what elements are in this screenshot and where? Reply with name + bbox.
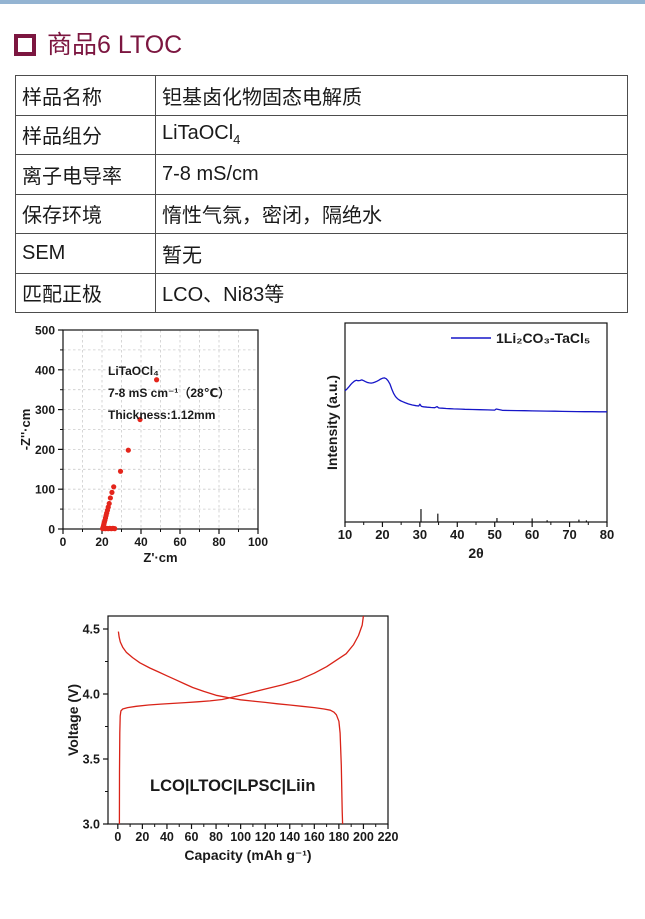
svg-text:60: 60 xyxy=(173,535,187,549)
svg-text:LiTaOCl₄: LiTaOCl₄ xyxy=(108,364,159,378)
row-label: 样品组分 xyxy=(15,114,156,155)
svg-text:1Li₂CO₃-TaCl₅: 1Li₂CO₃-TaCl₅ xyxy=(496,330,590,346)
svg-text:80: 80 xyxy=(209,830,223,844)
table-row: 匹配正极 LCO、Ni83等 xyxy=(15,272,628,313)
svg-text:3.0: 3.0 xyxy=(83,818,100,832)
svg-text:Intensity (a.u.): Intensity (a.u.) xyxy=(324,375,340,470)
table-row: 离子电导率 7-8 mS/cm xyxy=(15,154,628,195)
svg-text:500: 500 xyxy=(35,324,55,338)
title-bullet-icon xyxy=(14,33,36,56)
svg-text:100: 100 xyxy=(248,535,268,549)
svg-text:200: 200 xyxy=(353,830,374,844)
svg-text:400: 400 xyxy=(35,363,55,377)
svg-text:70: 70 xyxy=(562,527,576,542)
svg-text:200: 200 xyxy=(35,443,55,457)
svg-text:100: 100 xyxy=(35,483,55,497)
svg-text:7-8 mS cm⁻¹（28℃）: 7-8 mS cm⁻¹（28℃） xyxy=(108,385,230,400)
row-value: LiTaOCl4 xyxy=(155,114,628,155)
svg-text:Capacity (mAh g⁻¹): Capacity (mAh g⁻¹) xyxy=(184,847,311,863)
svg-text:40: 40 xyxy=(134,535,148,549)
svg-text:Thickness:1.12mm: Thickness:1.12mm xyxy=(108,408,215,422)
svg-text:300: 300 xyxy=(35,403,55,417)
nyquist-impedance-chart: 0 20 40 60 80 100 0 100 200 300 400 500 Z'·cm -Z''·cm… xyxy=(18,324,268,566)
row-label: 离子电导率 xyxy=(15,154,156,195)
charge-discharge-chart: 0 20 40 60 80 100 120 140 160 180 200 2203.03.54.04… xyxy=(65,615,399,863)
svg-text:140: 140 xyxy=(279,830,300,844)
row-value: 钽基卤化物固态电解质 xyxy=(155,75,628,116)
row-label: 匹配正极 xyxy=(15,272,156,313)
svg-text:10: 10 xyxy=(338,527,352,542)
svg-text:40: 40 xyxy=(450,527,464,542)
svg-text:0: 0 xyxy=(60,535,67,549)
row-value: 惰性气氛，密闭，隔绝水 xyxy=(155,193,628,234)
row-label: 保存环境 xyxy=(15,193,156,234)
svg-text:20: 20 xyxy=(95,535,109,549)
page-title: 商品6 LTOC xyxy=(47,31,183,59)
svg-text:4.0: 4.0 xyxy=(83,688,100,702)
table-row: 样品名称 钽基卤化物固态电解质 xyxy=(15,75,628,116)
svg-text:100: 100 xyxy=(230,830,251,844)
row-value: 暂无 xyxy=(155,233,628,274)
svg-text:50: 50 xyxy=(487,527,501,542)
svg-text:2θ: 2θ xyxy=(468,545,483,561)
svg-text:220: 220 xyxy=(378,830,399,844)
svg-text:LCO|LTOC|LPSC|Liin: LCO|LTOC|LPSC|Liin xyxy=(150,777,315,795)
svg-text:60: 60 xyxy=(525,527,539,542)
svg-text:40: 40 xyxy=(160,830,174,844)
xrd-pattern-chart: 10 20 30 40 50 60 70 80 2θ Intensity (a.u.) 1Li₂CO… xyxy=(324,322,614,561)
svg-text:-Z''·cm: -Z''·cm xyxy=(18,409,33,451)
table-row: 保存环境 惰性气氛，密闭，隔绝水 xyxy=(15,193,628,234)
svg-text:20: 20 xyxy=(375,527,389,542)
row-value: 7-8 mS/cm xyxy=(155,154,628,195)
table-row: 样品组分 LiTaOCl4 xyxy=(15,114,628,155)
svg-text:120: 120 xyxy=(255,830,276,844)
row-label: 样品名称 xyxy=(15,75,156,116)
sample-info-table: 样品名称 钽基卤化物固态电解质 样品组分 LiTaOCl4 离子电导率 7-8 … xyxy=(15,75,628,313)
top-accent-bar xyxy=(0,0,645,4)
svg-text:20: 20 xyxy=(135,830,149,844)
svg-text:30: 30 xyxy=(413,527,427,542)
svg-text:4.5: 4.5 xyxy=(83,623,100,637)
svg-text:80: 80 xyxy=(212,535,226,549)
svg-text:80: 80 xyxy=(600,527,614,542)
svg-text:3.5: 3.5 xyxy=(83,753,100,767)
row-value: LCO、Ni83等 xyxy=(155,272,628,313)
svg-text:0: 0 xyxy=(48,523,55,537)
svg-text:60: 60 xyxy=(185,830,199,844)
svg-text:0: 0 xyxy=(114,830,121,844)
svg-text:180: 180 xyxy=(328,830,349,844)
page-header: 商品6 LTOC xyxy=(14,25,182,61)
row-label: SEM xyxy=(15,233,156,274)
svg-text:Z'·cm: Z'·cm xyxy=(143,550,177,565)
svg-text:160: 160 xyxy=(304,830,325,844)
svg-text:Voltage (V): Voltage (V) xyxy=(65,684,81,756)
table-row: SEM 暂无 xyxy=(15,233,628,274)
